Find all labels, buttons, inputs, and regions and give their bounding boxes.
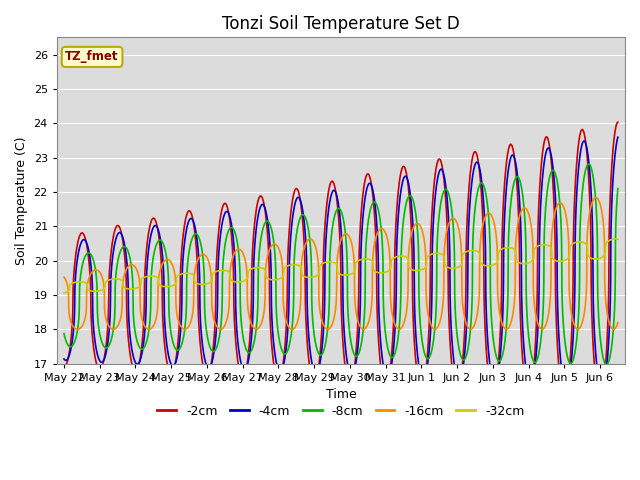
-32cm <box>308 274 316 280</box>
Y-axis label: Soil Temperature (C): Soil Temperature (C) <box>15 136 28 265</box>
-8cm <box>603 362 611 368</box>
-2cm <box>476 172 484 178</box>
-4cm <box>204 364 211 370</box>
-8cm <box>230 227 238 233</box>
-32cm <box>79 279 87 285</box>
Line: -32cm: -32cm <box>64 239 618 293</box>
-4cm <box>598 386 605 392</box>
-32cm <box>612 236 620 242</box>
-16cm <box>79 321 87 326</box>
-2cm <box>60 364 68 370</box>
-32cm <box>204 281 211 287</box>
-16cm <box>396 326 403 332</box>
-32cm <box>60 290 68 296</box>
-4cm <box>614 134 621 140</box>
-4cm <box>308 363 316 369</box>
-2cm <box>614 119 621 125</box>
-2cm <box>230 308 238 314</box>
Line: -16cm: -16cm <box>64 198 618 329</box>
-8cm <box>614 186 621 192</box>
-16cm <box>230 251 238 257</box>
-16cm <box>543 318 551 324</box>
-16cm <box>308 237 316 243</box>
Line: -4cm: -4cm <box>64 137 618 389</box>
-2cm <box>596 398 604 404</box>
Text: TZ_fmet: TZ_fmet <box>65 50 119 63</box>
-4cm <box>230 244 238 250</box>
Line: -2cm: -2cm <box>64 122 618 401</box>
-2cm <box>308 378 316 384</box>
-8cm <box>60 331 68 336</box>
-32cm <box>230 279 238 285</box>
-8cm <box>204 335 211 340</box>
-8cm <box>476 181 484 187</box>
-4cm <box>79 237 87 242</box>
-16cm <box>614 320 621 325</box>
-16cm <box>60 274 68 280</box>
-4cm <box>476 167 484 173</box>
-4cm <box>543 147 551 153</box>
-4cm <box>60 356 68 362</box>
-32cm <box>476 251 484 257</box>
-8cm <box>543 191 551 197</box>
-16cm <box>592 195 600 201</box>
-8cm <box>308 314 316 320</box>
Legend: -2cm, -4cm, -8cm, -16cm, -32cm: -2cm, -4cm, -8cm, -16cm, -32cm <box>152 400 529 423</box>
Title: Tonzi Soil Temperature Set D: Tonzi Soil Temperature Set D <box>222 15 460 33</box>
-32cm <box>614 236 621 242</box>
Line: -8cm: -8cm <box>64 164 618 365</box>
-8cm <box>585 161 593 167</box>
-8cm <box>79 258 87 264</box>
-16cm <box>476 244 484 250</box>
-2cm <box>543 134 551 140</box>
X-axis label: Time: Time <box>326 388 356 401</box>
-16cm <box>204 256 211 262</box>
-2cm <box>79 231 87 237</box>
-2cm <box>204 373 211 379</box>
-32cm <box>543 242 551 248</box>
